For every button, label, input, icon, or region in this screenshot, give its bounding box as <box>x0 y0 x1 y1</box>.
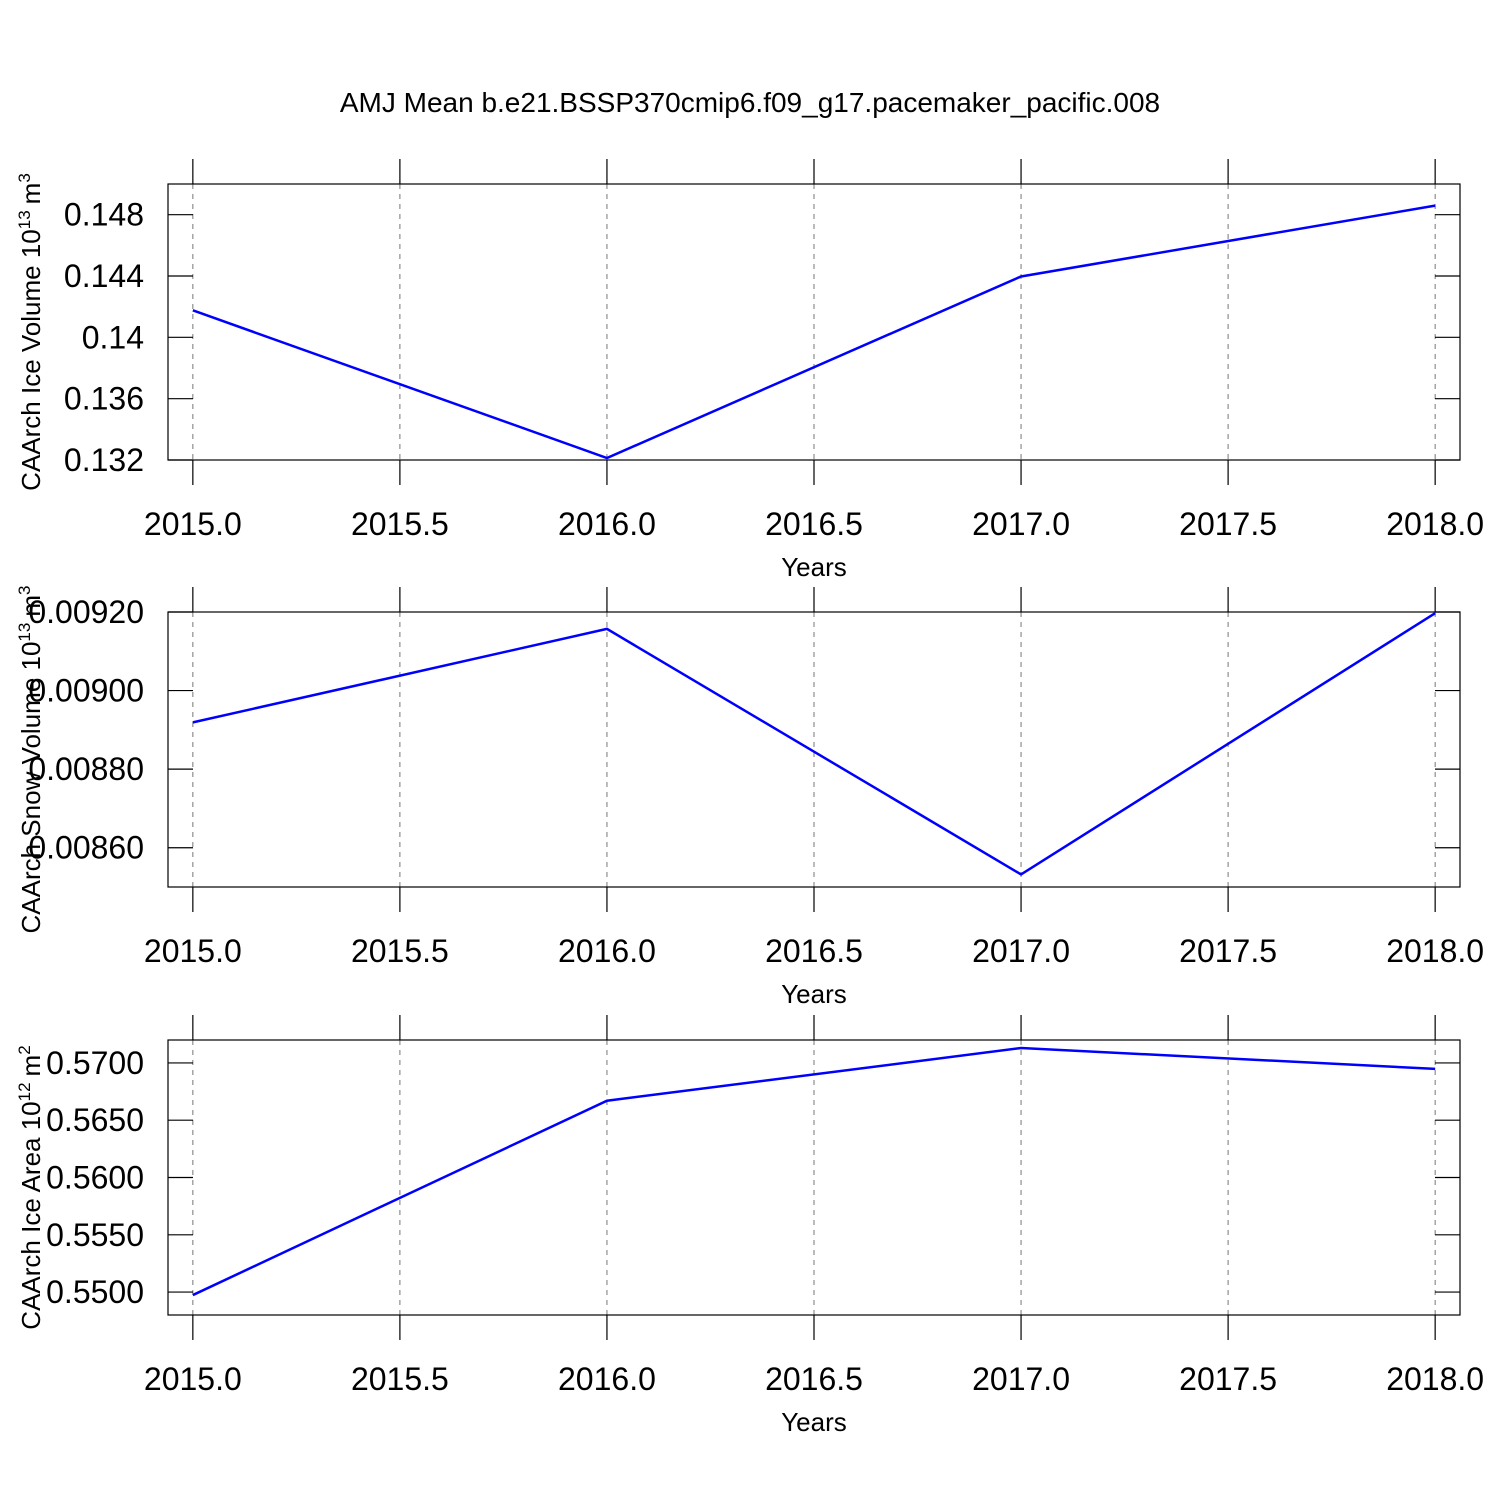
y-tick-label: 0.132 <box>64 442 144 478</box>
x-tick-label: 2018.0 <box>1386 506 1484 542</box>
x-tick-label: 2016.0 <box>558 506 656 542</box>
y-axis-label-text: CAArch Ice Area 10 <box>16 1101 46 1329</box>
y-axis-label-text: CAArch Ice Volume 10 <box>16 229 46 491</box>
x-tick-label: 2017.5 <box>1179 1361 1277 1397</box>
x-tick-label: 2018.0 <box>1386 933 1484 969</box>
y-axis-label-unit-exponent: 2 <box>15 1045 34 1054</box>
y-axis-label-text: CAArch Snow Volume 10 <box>16 642 46 934</box>
y-tick-label: 0.136 <box>64 381 144 417</box>
y-tick-label: 0.00880 <box>28 751 144 787</box>
y-axis-label: CAArch Ice Area 1012 m2 <box>15 1045 46 1329</box>
y-tick-label: 0.5650 <box>46 1102 144 1138</box>
x-tick-label: 2016.5 <box>765 1361 863 1397</box>
y-tick-label: 0.5500 <box>46 1274 144 1310</box>
data-line <box>192 612 1436 876</box>
x-axis-label: Years <box>781 979 847 1009</box>
x-tick-label: 2015.5 <box>351 933 449 969</box>
x-tick-label: 2017.0 <box>972 933 1070 969</box>
x-tick-label: 2015.0 <box>144 933 242 969</box>
y-axis-label-exponent: 12 <box>15 1082 34 1101</box>
x-tick-label: 2017.0 <box>972 506 1070 542</box>
y-axis-label-unit-exponent: 3 <box>15 586 34 595</box>
y-axis-label-unit: m <box>16 595 46 617</box>
y-tick-label: 0.00920 <box>28 594 144 630</box>
y-axis-label-exponent: 13 <box>15 623 34 642</box>
y-tick-label: 0.5550 <box>46 1217 144 1253</box>
x-tick-label: 2018.0 <box>1386 1361 1484 1397</box>
y-axis-label-unit: m <box>16 183 46 205</box>
data-line <box>192 1046 1436 1297</box>
y-axis-label: CAArch Snow Volume 1013 m3 <box>15 586 46 934</box>
x-tick-label: 2016.0 <box>558 1361 656 1397</box>
x-axis-label: Years <box>781 1407 847 1437</box>
y-axis-label-unit: m <box>16 1055 46 1077</box>
y-axis-label-exponent: 13 <box>15 210 34 229</box>
plot-frame <box>167 183 1461 461</box>
y-tick-label: 0.144 <box>64 258 144 294</box>
chart-title: AMJ Mean b.e21.BSSP370cmip6.f09_g17.pace… <box>340 87 1160 118</box>
x-tick-label: 2015.0 <box>144 1361 242 1397</box>
y-tick-label: 0.14 <box>82 319 144 355</box>
plot-frame <box>167 611 1461 888</box>
x-tick-label: 2016.0 <box>558 933 656 969</box>
x-tick-label: 2016.5 <box>765 933 863 969</box>
x-tick-label: 2017.5 <box>1179 933 1277 969</box>
x-tick-label: 2016.5 <box>765 506 863 542</box>
y-axis-label-unit-exponent: 3 <box>15 173 34 182</box>
y-tick-label: 0.5600 <box>46 1160 144 1196</box>
y-tick-label: 0.5700 <box>46 1045 144 1081</box>
data-line <box>192 204 1436 460</box>
y-tick-label: 0.00860 <box>28 830 144 866</box>
y-tick-label: 0.148 <box>64 197 144 233</box>
x-tick-label: 2017.5 <box>1179 506 1277 542</box>
x-tick-label: 2015.5 <box>351 506 449 542</box>
x-axis-label: Years <box>781 552 847 582</box>
x-tick-label: 2017.0 <box>972 1361 1070 1397</box>
x-tick-label: 2015.5 <box>351 1361 449 1397</box>
plot-frame <box>167 1039 1461 1316</box>
x-tick-label: 2015.0 <box>144 506 242 542</box>
y-axis-label: CAArch Ice Volume 1013 m3 <box>15 173 46 491</box>
y-tick-label: 0.00900 <box>28 673 144 709</box>
